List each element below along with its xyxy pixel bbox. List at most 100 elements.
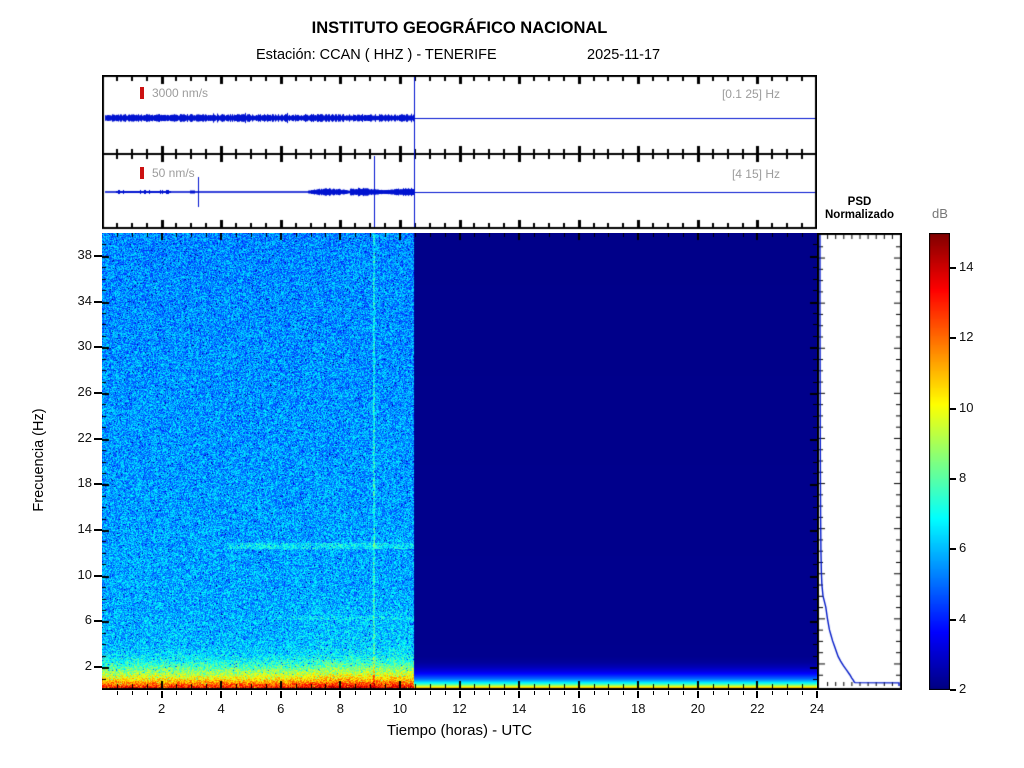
axis-tick (251, 691, 252, 695)
axis-tick (94, 391, 102, 394)
colorbar-tick-label: 14 (959, 259, 974, 275)
axis-tick (176, 691, 177, 695)
x-axis-label: Tiempo (horas) - UTC (386, 722, 533, 739)
axis-tick (94, 346, 102, 349)
y-tick-label: 34 (77, 292, 92, 308)
axis-tick (147, 691, 148, 695)
axis-tick (577, 691, 580, 698)
spectrogram-canvas (102, 233, 817, 690)
axis-tick (534, 691, 535, 695)
axis-tick (94, 529, 102, 532)
date-label: 2025-11-17 (587, 47, 661, 63)
colorbar-tick-label: 2 (959, 681, 967, 696)
axis-tick (816, 691, 818, 698)
axis-tick (415, 691, 416, 695)
x-tick-label: 4 (217, 701, 225, 716)
y-tick-label: 2 (84, 658, 92, 674)
x-tick-label: 10 (392, 701, 408, 716)
axis-tick (325, 691, 326, 695)
axis-tick (802, 691, 803, 695)
colorbar-tick-label: 10 (959, 399, 974, 415)
axis-tick (564, 691, 565, 695)
axis-tick (458, 691, 461, 698)
axis-tick (94, 437, 102, 440)
axis-tick (594, 691, 595, 695)
x-tick-label: 12 (452, 701, 467, 716)
axis-tick (236, 691, 237, 695)
axis-tick (94, 574, 102, 577)
x-tick-label: 2 (157, 701, 166, 716)
axis-tick (504, 691, 505, 695)
psd-title-line2: Normalizado (824, 209, 894, 221)
axis-tick (398, 691, 401, 698)
axis-tick (950, 618, 956, 621)
axis-tick (355, 691, 356, 695)
axis-tick (608, 691, 609, 695)
colorbar-canvas (929, 233, 950, 690)
axis-tick (668, 691, 669, 695)
axis-tick (713, 691, 714, 695)
axis-tick (950, 267, 956, 270)
wave1-band-label: [0.1 25] Hz (721, 87, 780, 101)
axis-tick (266, 691, 267, 695)
axis-tick (132, 691, 133, 695)
x-tick-label: 22 (750, 701, 765, 716)
psd-title-line1: PSD (847, 196, 872, 208)
station-label: Estación: CCAN ( HHZ ) - TENERIFE (256, 47, 497, 63)
scale-marker-icon (140, 167, 144, 179)
axis-tick (623, 691, 624, 695)
y-axis-label: Frecuencia (Hz) (31, 408, 47, 512)
axis-tick (445, 691, 446, 695)
y-tick-label: 6 (84, 612, 92, 628)
axis-tick (94, 620, 102, 623)
scale-marker-icon (140, 87, 144, 99)
y-tick-label: 10 (77, 566, 92, 582)
axis-tick (311, 691, 312, 695)
y-tick-label: 22 (77, 429, 92, 445)
axis-tick (950, 407, 956, 410)
x-tick-label: 20 (690, 701, 706, 716)
axis-tick (950, 548, 956, 551)
axis-tick (94, 483, 102, 486)
y-tick-label: 18 (77, 475, 92, 491)
axis-tick (743, 691, 744, 695)
axis-tick (94, 254, 102, 257)
x-tick-label: 14 (511, 701, 527, 716)
axis-tick (191, 691, 192, 695)
colorbar-tick-label: 8 (959, 470, 967, 486)
axis-tick (683, 691, 684, 695)
wave1-scale-label: 3000 nm/s (152, 86, 209, 100)
colorbar-tick-label: 6 (959, 540, 967, 556)
axis-tick (296, 691, 297, 695)
y-tick-label: 14 (77, 521, 92, 537)
x-tick-label: 18 (631, 701, 646, 716)
axis-tick (653, 691, 654, 695)
y-tick-label: 26 (77, 383, 92, 399)
colorbar-tick-label: 4 (959, 610, 967, 626)
axis-tick (950, 478, 956, 481)
waveform-panels-canvas (102, 75, 817, 231)
axis-tick (339, 691, 342, 698)
colorbar-unit-label: dB (932, 206, 948, 221)
colorbar-tick-label: 12 (959, 329, 974, 345)
axis-tick (950, 689, 956, 691)
axis-tick (117, 691, 118, 695)
axis-tick (637, 691, 640, 698)
axis-tick (696, 691, 699, 698)
wave2-band-label: [4 15] Hz (731, 167, 780, 181)
axis-tick (756, 691, 759, 698)
axis-tick (206, 691, 207, 695)
y-tick-label: 38 (77, 246, 92, 262)
axis-tick (549, 691, 550, 695)
axis-tick (385, 691, 386, 695)
axis-tick (489, 691, 490, 695)
page-title: INSTITUTO GEOGRÁFICO NACIONAL (311, 19, 608, 37)
axis-tick (160, 691, 163, 698)
axis-tick (370, 691, 371, 695)
x-tick-label: 8 (336, 701, 344, 716)
axis-tick (518, 691, 521, 698)
psd-panel-title: PSD Normalizado (817, 196, 902, 222)
axis-tick (787, 691, 788, 695)
axis-tick (950, 337, 956, 340)
